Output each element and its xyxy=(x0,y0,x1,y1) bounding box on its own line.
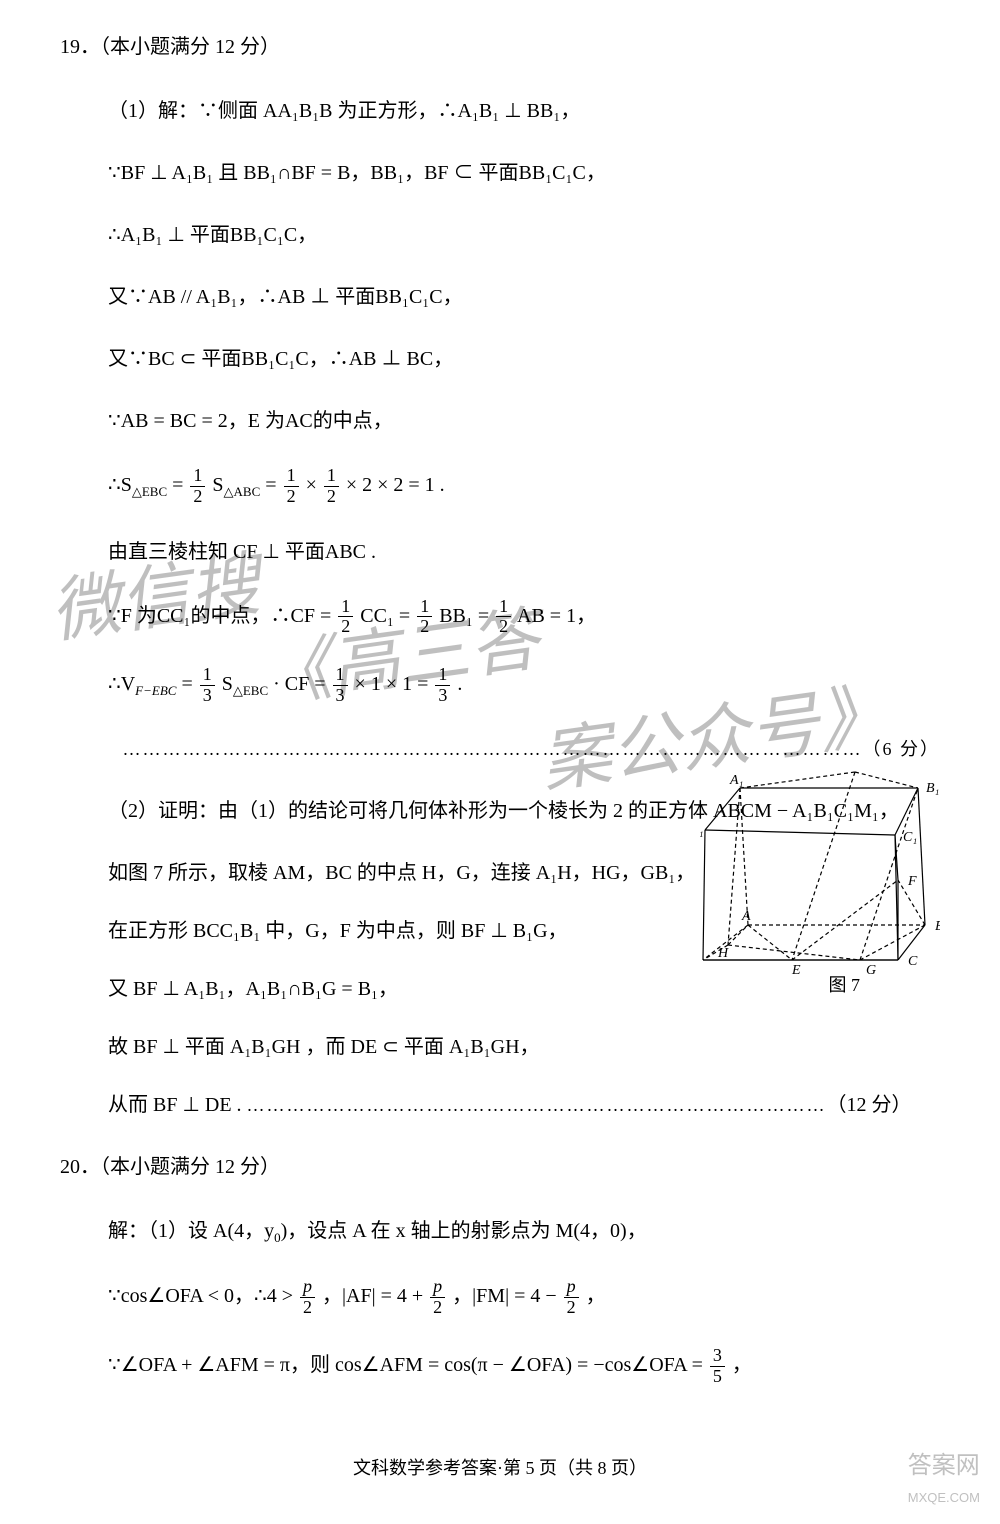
svg-text:A₁: A₁ xyxy=(729,773,743,788)
svg-text:D: D xyxy=(854,770,865,772)
svg-text:A: A xyxy=(741,909,751,924)
solution-line: 又∵BC ⊂ 平面BB₁C₁C，∴AB ⊥ BC， xyxy=(108,342,940,376)
svg-text:C₁: C₁ xyxy=(903,830,917,845)
solution-line: 从而 BF ⊥ DE . ………………………………………………………………………… xyxy=(108,1088,940,1122)
svg-text:M₁: M₁ xyxy=(700,823,704,838)
corner-watermark: 答案网 MXQE.COM xyxy=(908,1446,980,1509)
solution-line: ∴S△EBC = 12 S△ABC = 12 × 12 × 2 × 2 = 1 … xyxy=(108,466,940,507)
svg-text:B: B xyxy=(935,919,940,934)
problem-20-content: 解：（1）设 A(4，y0)，设点 A 在 x 轴上的射影点为 M(4，0)， … xyxy=(60,1214,940,1386)
solution-line: 又∵AB // A₁B₁，∴AB ⊥ 平面BB₁C₁C， xyxy=(108,280,940,314)
solution-line: ∵F 为CC₁的中点，∴CF = 12 CC₁ = 12 BB₁ = 12 AB… xyxy=(108,597,940,638)
score-marker: …………………………………………………………………………………………………（6 … xyxy=(108,734,940,765)
solution-line: 如图 7 所示，取棱 AM，BC 的中点 H，G，连接 A₁H，HG，GB₁， xyxy=(108,856,708,890)
solution-line: ∴VF−EBC = 13 S△EBC · CF = 13 × 1 × 1 = 1… xyxy=(108,665,940,706)
solution-line: ∴A₁B₁ ⊥ 平面BB₁C₁C， xyxy=(108,218,940,252)
solution-line: ∵cos∠OFA < 0，∴4 > p2 ，|AF| = 4 + p2 ，|FM… xyxy=(108,1277,940,1318)
solution-line: （1）解：∵侧面 AA₁B₁B 为正方形，∴A₁B₁ ⊥ BB₁， xyxy=(108,94,940,128)
solution-line: ∵BF ⊥ A₁B₁ 且 BB₁∩BF = B，BB₁，BF ⊂ 平面BB₁C₁… xyxy=(108,156,940,190)
svg-text:E: E xyxy=(791,963,801,978)
solution-line: 解：（1）设 A(4，y0)，设点 A 在 x 轴上的射影点为 M(4，0)， xyxy=(108,1214,940,1249)
solution-line: 又 BF ⊥ A₁B₁，A₁B₁∩B₁G = B₁， xyxy=(108,972,708,1006)
solution-line: ∵AB = BC = 2，E 为AC的中点， xyxy=(108,404,940,438)
svg-text:C: C xyxy=(908,954,918,969)
page-footer: 文科数学参考答案·第 5 页（共 8 页） xyxy=(0,1453,1000,1484)
svg-text:F: F xyxy=(907,874,917,889)
geometry-diagram: A₁DB₁M₁C₁FABMHEGC xyxy=(700,770,930,1000)
solution-line: 在正方形 BCC₁B₁ 中，G，F 为中点，则 BF ⊥ B₁G， xyxy=(108,914,708,948)
solution-line: 由直三棱柱知 CF ⊥ 平面ABC . xyxy=(108,535,940,569)
svg-text:B₁: B₁ xyxy=(926,781,939,796)
svg-text:G: G xyxy=(866,963,876,978)
svg-text:H: H xyxy=(717,946,729,961)
figure-caption: 图 7 xyxy=(829,970,861,1001)
problem-number: 20．（本小题满分 12 分） xyxy=(60,1150,940,1184)
solution-line: 故 BF ⊥ 平面 A₁B₁GH ，而 DE ⊂ 平面 A₁B₁GH， xyxy=(108,1030,708,1064)
solution-line: ∵∠OFA + ∠AFM = π，则 cos∠AFM = cos(π − ∠OF… xyxy=(108,1346,940,1387)
problem-number: 19．（本小题满分 12 分） xyxy=(60,30,940,64)
